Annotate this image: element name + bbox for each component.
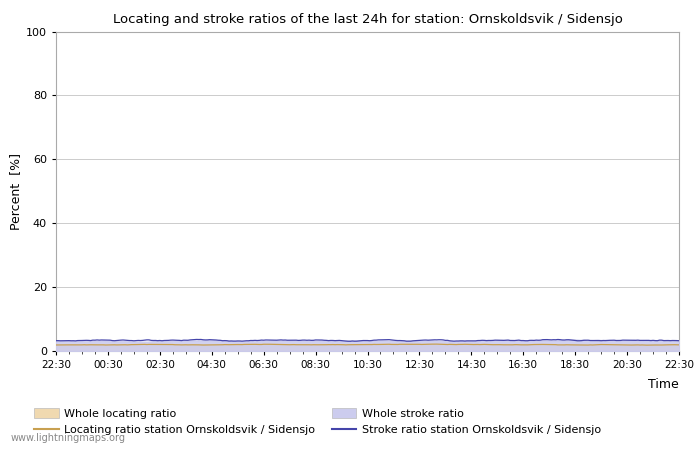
Text: Time: Time [648,378,679,391]
Text: www.lightningmaps.org: www.lightningmaps.org [10,433,125,443]
Title: Locating and stroke ratios of the last 24h for station: Ornskoldsvik / Sidensjo: Locating and stroke ratios of the last 2… [113,13,622,26]
Y-axis label: Percent  [%]: Percent [%] [9,153,22,230]
Legend: Whole locating ratio, Locating ratio station Ornskoldsvik / Sidensjo, Whole stro: Whole locating ratio, Locating ratio sta… [34,408,601,435]
